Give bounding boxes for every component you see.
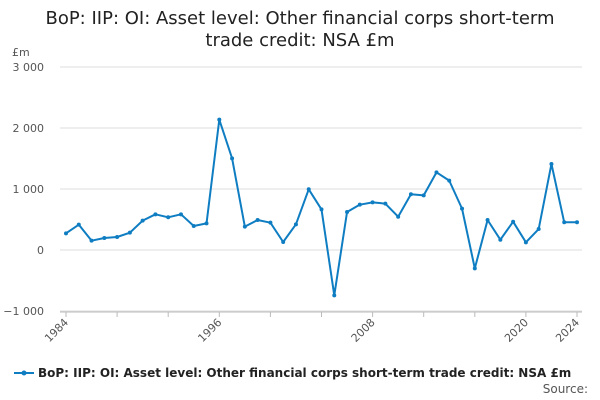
data-point	[434, 170, 439, 175]
data-point	[370, 200, 375, 205]
data-point	[140, 218, 145, 223]
y-tick-label: 0	[37, 244, 44, 257]
data-point	[447, 178, 452, 183]
data-point	[217, 117, 222, 122]
data-point	[127, 230, 132, 235]
data-point	[242, 224, 247, 229]
data-point	[575, 220, 579, 225]
data-point	[76, 222, 81, 227]
y-tick-label: −1 000	[3, 305, 44, 318]
data-point	[306, 187, 311, 192]
x-tick-label: 1984	[42, 316, 71, 345]
data-point	[230, 156, 235, 161]
data-point	[562, 220, 567, 225]
data-point	[166, 215, 171, 220]
y-axis-label: £m	[12, 46, 30, 59]
data-point	[345, 209, 350, 214]
data-point	[536, 227, 541, 232]
data-point	[115, 235, 120, 240]
data-point	[460, 206, 465, 211]
data-point	[357, 202, 362, 207]
data-point	[319, 207, 324, 212]
y-tick-label: 3 000	[13, 61, 45, 74]
data-point	[191, 224, 196, 229]
data-point	[204, 221, 209, 226]
data-point	[178, 212, 183, 217]
y-tick-label: 1 000	[13, 183, 45, 196]
data-point	[255, 217, 260, 222]
data-point	[511, 219, 516, 224]
x-tick-label: 1996	[195, 316, 224, 345]
data-point	[89, 238, 94, 243]
y-tick-label: 2 000	[13, 122, 45, 135]
data-point	[102, 235, 107, 240]
data-point	[396, 214, 401, 219]
legend-line-icon	[14, 370, 34, 376]
data-point	[281, 240, 286, 245]
data-point	[383, 201, 388, 206]
x-tick-label: 2008	[349, 316, 378, 345]
data-point	[498, 237, 503, 242]
data-point	[64, 231, 68, 236]
source-label: Source:	[542, 382, 588, 396]
data-point	[153, 212, 158, 217]
data-point	[485, 217, 490, 222]
data-point	[293, 222, 298, 227]
data-point	[421, 193, 426, 198]
data-point	[332, 293, 337, 298]
data-point	[472, 266, 477, 271]
chart-title: BoP: IIP: OI: Asset level: Other financi…	[45, 8, 555, 51]
data-point	[549, 161, 554, 166]
data-point	[268, 220, 273, 225]
legend: BoP: IIP: OI: Asset level: Other financi…	[14, 366, 571, 380]
x-tick-label: 2020	[502, 316, 531, 345]
data-point	[408, 192, 413, 197]
legend-label: BoP: IIP: OI: Asset level: Other financi…	[38, 366, 572, 380]
data-point	[523, 240, 528, 245]
x-tick-label: 2024	[553, 316, 582, 345]
